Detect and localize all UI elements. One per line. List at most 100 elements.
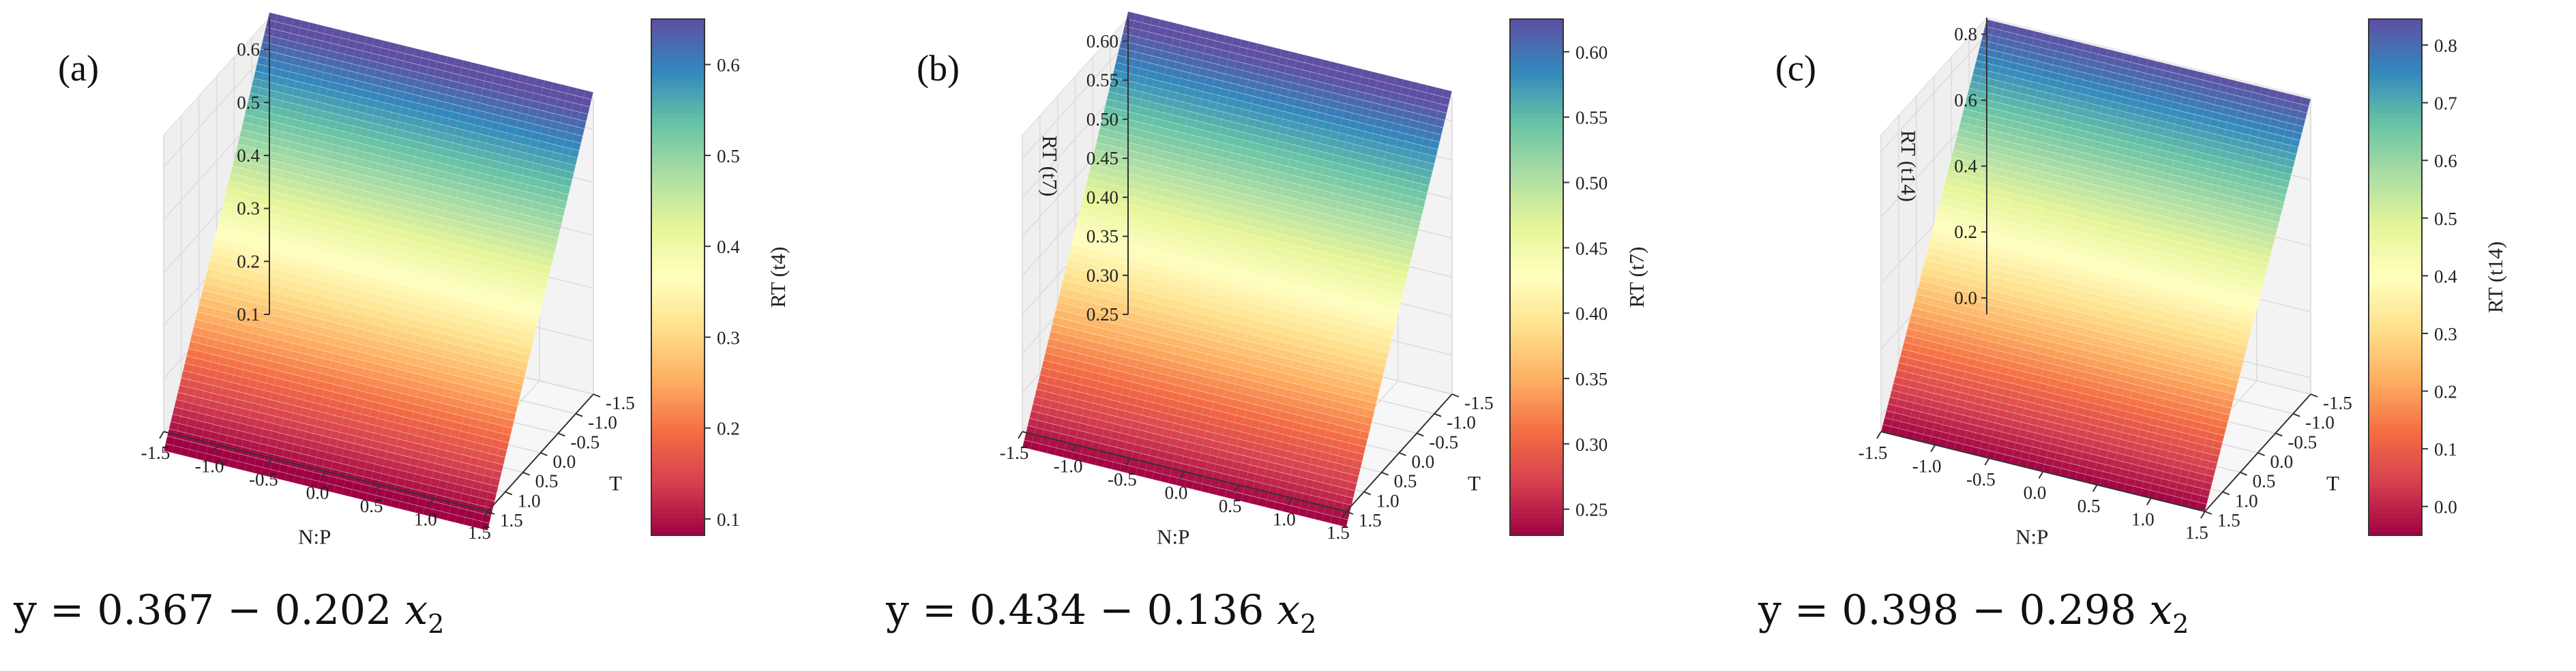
- colorbar-segment: [1510, 342, 1563, 347]
- surface-line: [1224, 61, 1331, 498]
- colorbar-segment: [2369, 169, 2422, 175]
- colorbar-segment: [1510, 518, 1563, 523]
- z-tick-label: 0.4: [1954, 156, 1977, 177]
- colorbar-segment: [651, 264, 705, 269]
- z-tick-label: 0.45: [1086, 148, 1119, 168]
- axes: -1.5-1.0-0.50.00.51.01.5N:P1.51.00.50.0-…: [1859, 18, 2352, 548]
- colorbar-segment: [2369, 441, 2422, 446]
- colorbar-segment: [1510, 324, 1563, 329]
- x-tick-label: -1.0: [1912, 456, 1942, 477]
- colorbar-segment: [2369, 501, 2422, 506]
- z-tick-label: 0.60: [1086, 31, 1119, 51]
- colorbar-segment: [651, 290, 705, 295]
- colorbar-segment: [1510, 466, 1563, 471]
- z-tick-label: 0.55: [1086, 70, 1119, 91]
- colorbar-segment: [651, 303, 705, 308]
- colorbar-segment: [1510, 299, 1563, 303]
- x-tick-label: -1.5: [1859, 443, 1888, 463]
- colorbar-segment: [651, 161, 705, 166]
- y-tick-mark: [2240, 471, 2248, 476]
- x-tick-mark: [1984, 458, 1990, 466]
- colorbar-segment: [651, 243, 705, 248]
- surface-line: [211, 24, 319, 463]
- surface-line: [269, 38, 375, 477]
- surface-line: [2164, 89, 2270, 501]
- colorbar-segment: [1510, 243, 1563, 248]
- colorbar-segment: [2369, 355, 2422, 359]
- colorbar-segment: [2369, 462, 2422, 467]
- colorbar-segment: [1510, 113, 1563, 119]
- surface-line: [2180, 93, 2287, 505]
- colorbar-segment: [2369, 415, 2422, 420]
- colorbar-segment: [651, 385, 705, 390]
- colorbar-segment: [1510, 355, 1563, 359]
- colorbar-segment: [1510, 126, 1563, 132]
- colorbar-segment: [651, 118, 705, 123]
- colorbar-segment: [1510, 139, 1563, 145]
- colorbar-segment: [651, 70, 705, 76]
- colorbar-segment: [1510, 445, 1563, 450]
- colorbar-segment: [2369, 479, 2422, 484]
- surface-line: [1192, 53, 1299, 490]
- colorbar-segment: [651, 131, 705, 136]
- colorbar-segment: [2369, 303, 2422, 308]
- colorbar-segment: [1510, 96, 1563, 102]
- colorbar-segment: [1510, 221, 1563, 226]
- colorbar-label: RT (t14): [2483, 241, 2507, 313]
- surface-line: [325, 52, 432, 491]
- colorbar-segment: [2369, 100, 2422, 106]
- colorbar-segment: [1510, 100, 1563, 106]
- surface-line: [1241, 65, 1347, 501]
- colorbar-segment: [651, 174, 705, 179]
- colorbar-segment: [1510, 367, 1563, 372]
- colorbar-segment: [1510, 505, 1563, 510]
- colorbar-segment: [651, 143, 705, 149]
- y-tick-label: -0.5: [2288, 432, 2317, 452]
- z-tick-label: 0.6: [237, 40, 260, 60]
- colorbar-segment: [2369, 126, 2422, 132]
- surface-line: [1305, 81, 1412, 518]
- colorbar-segment: [2369, 49, 2422, 55]
- surface-line: [2172, 91, 2279, 503]
- surface-line: [244, 32, 351, 471]
- colorbar-segment: [651, 268, 705, 273]
- colorbar-segment: [1510, 488, 1563, 493]
- x-tick-mark: [2146, 497, 2152, 506]
- colorbar-segment: [2369, 299, 2422, 303]
- y-tick-mark: [593, 393, 601, 398]
- colorbar-segment: [2369, 251, 2422, 256]
- y-tick-label: -1.0: [588, 413, 617, 433]
- colorbar-segment: [2369, 195, 2422, 200]
- colorbar-segment: [651, 513, 705, 519]
- x-tick-mark: [2092, 484, 2098, 492]
- colorbar-segment: [651, 471, 705, 476]
- surface: [1022, 11, 1453, 528]
- colorbar-segment: [1510, 453, 1563, 459]
- colorbar-segment: [2369, 92, 2422, 98]
- colorbar-segment: [651, 346, 705, 351]
- colorbar-segment: [2369, 57, 2422, 63]
- colorbar-segment: [1510, 380, 1563, 385]
- colorbar-segment: [1510, 393, 1563, 398]
- colorbar-segment: [2369, 406, 2422, 411]
- colorbar-segment: [2369, 475, 2422, 480]
- surface-line: [261, 36, 367, 475]
- colorbar-segment: [1510, 109, 1563, 115]
- surface-line: [1119, 35, 1226, 472]
- x-tick-mark: [159, 431, 164, 439]
- colorbar-segment: [1510, 398, 1563, 403]
- y-tick-label: -1.0: [2305, 413, 2335, 433]
- x-tick-mark: [1179, 471, 1185, 479]
- colorbar-segment: [2369, 105, 2422, 110]
- colorbar-segment: [2369, 273, 2422, 278]
- colorbar-segment: [651, 234, 705, 239]
- colorbar-segment: [2369, 109, 2422, 115]
- colorbar-segment: [1510, 148, 1563, 153]
- colorbar-tick-label: 0.1: [717, 509, 740, 530]
- chart-panel-c: -1.5 -1.0 -0.5 0.0 0.5 1.0 1.5 N:P 1.5 1.0 0.5 0.0-…: [1717, 0, 2576, 671]
- surface-line: [1208, 57, 1315, 494]
- x-tick-label: 1.0: [414, 509, 437, 530]
- surface-line: [1281, 75, 1388, 511]
- colorbar-segment: [651, 355, 705, 359]
- colorbar-tick-label: 0.3: [2434, 324, 2457, 344]
